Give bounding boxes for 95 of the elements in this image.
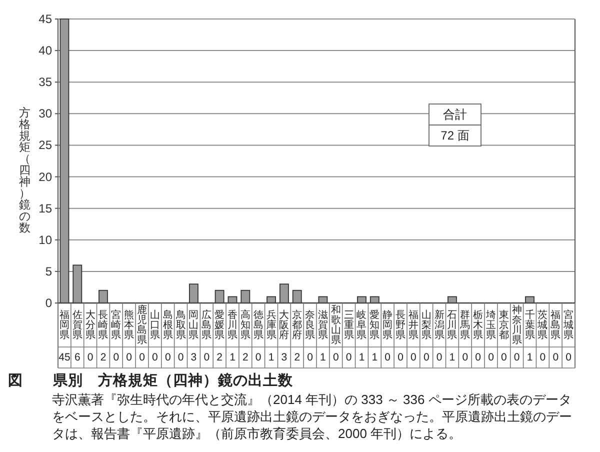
x-tick-label: 福岡県 [59, 310, 70, 340]
data-label: 0 [398, 352, 404, 364]
data-label: 1 [320, 352, 326, 364]
data-label: 0 [126, 352, 132, 364]
data-label: 0 [488, 352, 494, 364]
data-label: 1 [372, 352, 378, 364]
x-tick-label: 宮崎県 [111, 310, 122, 340]
data-label: 0 [462, 352, 468, 364]
data-label: 0 [164, 352, 171, 364]
data-label: 0 [87, 352, 94, 364]
data-label: 0 [423, 352, 430, 364]
x-tick-label: 福島県 [550, 310, 561, 340]
data-label: 0 [436, 352, 442, 364]
data-label: 0 [332, 352, 339, 364]
x-tick-label: 熊本県 [124, 310, 134, 340]
data-label: 0 [475, 352, 481, 364]
y-tick-label: 45 [38, 12, 52, 26]
x-tick-label: 静岡県 [382, 310, 393, 340]
y-tick-label: 10 [38, 232, 52, 247]
x-tick-label: 三重県 [344, 310, 354, 340]
x-tick-label: 岡山県 [188, 310, 199, 340]
x-tick-label: 東京都 [498, 310, 509, 340]
data-label: 0 [552, 352, 559, 364]
x-tick-label: 滋賀県 [318, 310, 328, 340]
y-tick-label: 20 [38, 170, 52, 184]
annotation: 合計 [443, 108, 467, 122]
x-tick-label: 和歌山県 [330, 304, 341, 346]
y-tick-label: 15 [38, 201, 52, 216]
x-tick-label: 山口県 [150, 310, 160, 340]
annotation: 72 面 [440, 128, 470, 142]
x-tick-label: 福井県 [408, 310, 418, 340]
y-tick-label: 25 [38, 138, 52, 152]
x-tick-label: 新潟県 [434, 310, 444, 340]
data-label: 0 [139, 352, 145, 364]
x-tick-label: 栃木県 [473, 310, 484, 340]
x-tick-label: 千葉県 [524, 310, 535, 340]
data-label: 1 [268, 352, 274, 364]
data-label: 3 [281, 352, 288, 364]
data-label: 1 [230, 352, 236, 364]
x-tick-label: 奈良県 [305, 310, 316, 340]
data-label: 2 [100, 352, 106, 364]
data-label: 0 [384, 352, 390, 364]
x-tick-label: 石川県 [447, 310, 458, 340]
x-tick-label: 宮城県 [564, 310, 574, 340]
data-label: 0 [501, 352, 507, 364]
data-label: 0 [346, 352, 352, 364]
data-label: 1 [358, 352, 365, 364]
x-tick-label: 兵庫県 [266, 310, 276, 340]
x-tick-label: 大阪府 [279, 310, 290, 340]
x-tick-label: 茨城県 [538, 310, 548, 340]
subtitle: 寺沢薫著『弥生時代の年代と交流』（2014 年刊）の 333 ～ 336 ページ所載の表のデータをベースとした。それに、平原遺跡出土鏡のデータをおぎなった。平原遺跡出土鏡のデータは、報告書『平原遺跡』（前原市教育委員会、2000 年刊）による。 [52, 391, 573, 442]
x-tick-label: 山梨県 [421, 310, 432, 340]
x-tick-label: 群馬県 [460, 310, 470, 340]
x-tick-label: 島根県 [162, 310, 173, 340]
x-tick-label: 香川県 [228, 310, 238, 340]
x-tick-label: 愛媛県 [214, 310, 225, 340]
x-tick-label: 徳島県 [253, 310, 264, 340]
data-label: 0 [540, 352, 546, 364]
y-tick-label: 35 [38, 75, 52, 90]
x-tick-label: 神奈川県 [512, 304, 522, 346]
data-label: 0 [152, 352, 158, 364]
data-label: 0 [113, 352, 120, 364]
data-label: 2 [216, 352, 222, 364]
data-label: 3 [190, 352, 197, 364]
y-axis-title: 方格規矩（四神）鏡の数 [19, 108, 31, 234]
data-label: 0 [566, 352, 572, 364]
data-label: 2 [242, 352, 248, 364]
x-tick-label: 埼玉県 [486, 310, 496, 340]
y-tick-label: 30 [38, 106, 52, 121]
data-label: 0 [307, 352, 313, 364]
x-tick-label: 鹿児島県 [137, 304, 147, 346]
data-label: 0 [410, 352, 416, 364]
data-label: 0 [514, 352, 520, 364]
x-tick-label: 高知県 [240, 310, 250, 340]
y-tick-label: 0 [45, 296, 52, 310]
x-tick-label: 長野県 [396, 310, 406, 340]
x-tick-label: 愛知県 [370, 310, 380, 340]
x-tick-label: 岐阜県 [356, 310, 367, 340]
y-tick-label: 5 [45, 264, 52, 278]
data-label: 0 [255, 352, 262, 364]
x-tick-label: 長崎県 [98, 310, 108, 340]
y-tick-label: 40 [38, 44, 52, 58]
x-tick-label: 広島県 [202, 310, 212, 340]
data-label: 2 [294, 352, 300, 364]
data-label: 0 [204, 352, 210, 364]
title: 図 県別 方格規矩（四神）鏡の出土数 [8, 371, 293, 390]
data-label: 0 [178, 352, 184, 364]
x-tick-label: 京都府 [292, 310, 302, 340]
x-tick-label: 大分県 [85, 310, 96, 340]
data-label: 45 [58, 352, 70, 364]
data-label: 1 [449, 352, 456, 364]
data-label: 6 [74, 352, 80, 364]
x-tick-label: 佐賀県 [72, 310, 82, 340]
x-tick-label: 鳥取県 [176, 310, 186, 340]
data-label: 1 [526, 352, 533, 364]
